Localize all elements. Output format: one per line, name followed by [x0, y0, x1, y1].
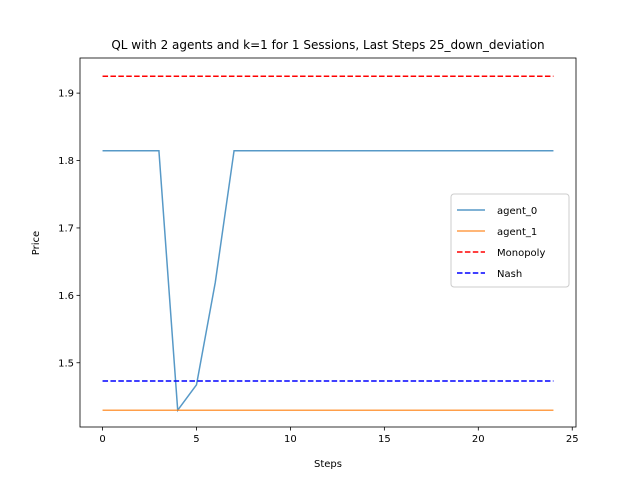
x-tick-label: 0 [99, 434, 105, 445]
series-layer [102, 75, 554, 413]
legend: agent_0 agent_1 Monopoly Nash [450, 193, 570, 288]
x-tick-label: 15 [378, 434, 391, 445]
y-tick-label: 1.7 [58, 223, 74, 234]
y-tick-label: 1.9 [58, 89, 74, 100]
x-tick-label: 20 [472, 434, 485, 445]
legend-label-monopoly: Monopoly [497, 248, 545, 259]
x-tick-label: 25 [566, 434, 579, 445]
legend-label-agent-0: agent_0 [497, 206, 537, 217]
plot-frame [79, 57, 577, 428]
chart-title: QL with 2 agents and k=1 for 1 Sessions,… [111, 38, 544, 52]
x-tick-label: 10 [284, 434, 297, 445]
y-axis: 1.5 1.6 1.7 1.8 1.9 [58, 89, 80, 369]
y-tick-label: 1.5 [58, 358, 74, 369]
x-tick-label: 5 [193, 434, 199, 445]
y-axis-label: Price [31, 231, 42, 255]
legend-label-agent-1: agent_1 [497, 227, 537, 238]
legend-label-nash: Nash [497, 269, 522, 280]
x-axis-label: Steps [314, 459, 342, 470]
y-tick-label: 1.6 [58, 291, 74, 302]
x-axis: 0 5 10 15 20 25 [99, 427, 579, 445]
y-tick-label: 1.8 [58, 156, 74, 167]
legend-box [450, 193, 570, 288]
